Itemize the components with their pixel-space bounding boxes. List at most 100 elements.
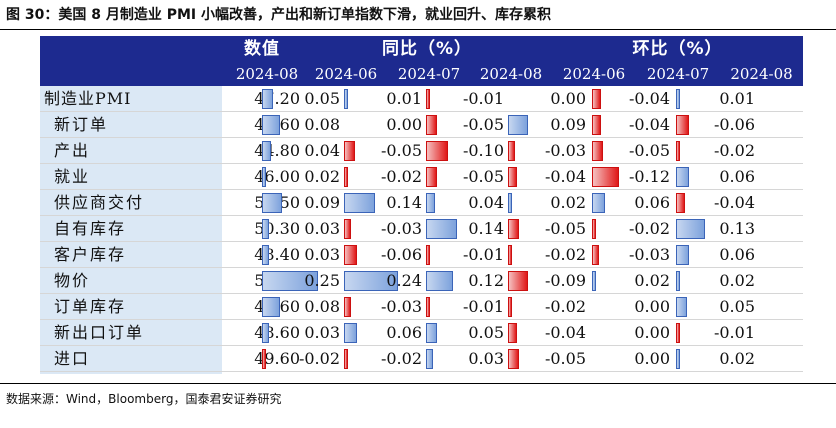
header-yoy-period: 2024-07 — [397, 65, 461, 83]
negative-data-bar — [508, 141, 515, 161]
mom-cell: 0.02 — [508, 190, 590, 216]
yoy-value: 0.25 — [304, 271, 340, 290]
row-separator — [40, 189, 803, 190]
yoy-value: 0.09 — [304, 193, 340, 212]
yoy-cell: 0.05 — [262, 86, 344, 112]
yoy-value: -0.01 — [462, 297, 504, 316]
mom-cell: 0.06 — [676, 242, 759, 268]
header-mom-period: 2024-07 — [646, 65, 710, 83]
mom-cell: -0.02 — [676, 138, 759, 164]
positive-data-bar — [426, 219, 458, 239]
mom-cell: -0.03 — [508, 138, 590, 164]
mom-value: -0.03 — [628, 245, 670, 264]
yoy-value: 0.14 — [386, 193, 422, 212]
yoy-value: 0.03 — [304, 245, 340, 264]
yoy-value: -0.06 — [380, 245, 422, 264]
yoy-value: 0.08 — [304, 115, 340, 134]
yoy-cell: 0.14 — [344, 190, 426, 216]
positive-data-bar — [426, 271, 453, 291]
table-row: 制造业PMI 47.20 0.05 0.01 -0.01 0.00 -0.04 0.01 — [40, 86, 803, 112]
yoy-value: 0.03 — [304, 219, 340, 238]
yoy-value: 0.04 — [304, 141, 340, 160]
yoy-value: 0.01 — [386, 89, 422, 108]
yoy-value: -0.10 — [462, 141, 504, 160]
positive-data-bar — [262, 141, 271, 161]
header-mom-period: 2024-08 — [730, 65, 793, 83]
positive-data-bar — [426, 349, 433, 369]
yoy-value: 0.05 — [468, 323, 504, 342]
yoy-value: -0.05 — [462, 115, 504, 134]
header-yoy-period: 2024-08 — [479, 65, 543, 83]
row-label: 制造业PMI — [44, 89, 132, 108]
positive-data-bar — [676, 245, 690, 265]
negative-data-bar — [508, 297, 513, 317]
yoy-cell: 0.03 — [262, 216, 344, 242]
yoy-cell: 0.08 — [262, 294, 344, 320]
row-label: 新出口订单 — [54, 323, 145, 342]
table-header-periods: 2024-08 2024-06 2024-07 2024-08 2024-06 … — [40, 62, 803, 86]
positive-data-bar — [676, 297, 688, 317]
negative-data-bar — [344, 297, 351, 317]
mom-value: -0.03 — [544, 141, 586, 160]
mom-cell: -0.01 — [676, 320, 759, 346]
mom-value: -0.05 — [544, 219, 586, 238]
negative-data-bar — [344, 349, 349, 369]
yoy-cell: -0.01 — [426, 294, 508, 320]
table-row: 订单库存43.600.08-0.03-0.01-0.020.000.05 — [40, 294, 803, 320]
mom-value: -0.05 — [544, 349, 586, 368]
mom-value: -0.12 — [628, 167, 670, 186]
positive-data-bar — [262, 297, 280, 317]
mom-cell: 0.02 — [592, 268, 674, 294]
mom-value: 0.00 — [634, 323, 670, 342]
yoy-value: 0.24 — [386, 271, 422, 290]
header-yoy: 同比（%） — [381, 39, 473, 59]
yoy-value: -0.05 — [380, 141, 422, 160]
mom-cell: -0.04 — [592, 86, 674, 112]
yoy-value: 0.14 — [468, 219, 504, 238]
mom-value: -0.04 — [628, 89, 670, 108]
mom-cell: -0.06 — [676, 112, 759, 138]
source-note: 数据来源：Wind，Bloomberg，国泰君安证券研究 — [6, 392, 282, 406]
yoy-cell: 0.24 — [344, 268, 426, 294]
yoy-value: 0.04 — [468, 193, 504, 212]
mom-value: 0.02 — [634, 271, 670, 290]
mom-value: -0.01 — [713, 323, 755, 342]
row-label: 新订单 — [54, 115, 109, 134]
table-row: 新订单44.600.080.00-0.050.09-0.04-0.06 — [40, 112, 803, 138]
mom-cell: 0.05 — [676, 294, 759, 320]
yoy-cell: 0.04 — [262, 138, 344, 164]
mom-value: -0.04 — [713, 193, 755, 212]
mom-cell: -0.04 — [508, 320, 590, 346]
mom-cell: -0.05 — [508, 216, 590, 242]
positive-data-bar — [426, 323, 438, 343]
negative-data-bar — [592, 245, 599, 265]
positive-data-bar — [344, 271, 398, 291]
row-separator — [40, 241, 803, 242]
positive-data-bar — [676, 271, 681, 291]
top-rule — [0, 29, 836, 30]
row-label: 就业 — [54, 167, 91, 186]
negative-data-bar — [344, 141, 356, 161]
positive-data-bar — [262, 193, 283, 213]
mom-cell: 0.13 — [676, 216, 759, 242]
yoy-cell: -0.02 — [344, 346, 426, 372]
table-row: 物价54.000.250.240.12-0.090.020.02 — [40, 268, 803, 294]
mom-value: 0.00 — [550, 89, 586, 108]
yoy-value: -0.03 — [380, 297, 422, 316]
yoy-cell: 0.12 — [426, 268, 508, 294]
yoy-cell: 0.03 — [426, 346, 508, 372]
yoy-cell: -0.05 — [426, 164, 508, 190]
mom-value: -0.04 — [628, 115, 670, 134]
mom-value: -0.02 — [544, 297, 586, 316]
yoy-value: 0.06 — [386, 323, 422, 342]
figure-title: 图 30：美国 8 月制造业 PMI 小幅改善，产出和新订单指数下滑，就业回升、… — [6, 7, 551, 23]
yoy-cell: -0.03 — [344, 294, 426, 320]
yoy-cell: 0.00 — [344, 112, 426, 138]
yoy-cell: 0.06 — [344, 320, 426, 346]
row-label: 进口 — [54, 349, 91, 368]
mom-cell: -0.02 — [592, 216, 674, 242]
mom-value: 0.09 — [550, 115, 586, 134]
yoy-value: -0.02 — [298, 349, 340, 368]
yoy-cell: -0.10 — [426, 138, 508, 164]
mom-value: 0.06 — [719, 245, 755, 264]
